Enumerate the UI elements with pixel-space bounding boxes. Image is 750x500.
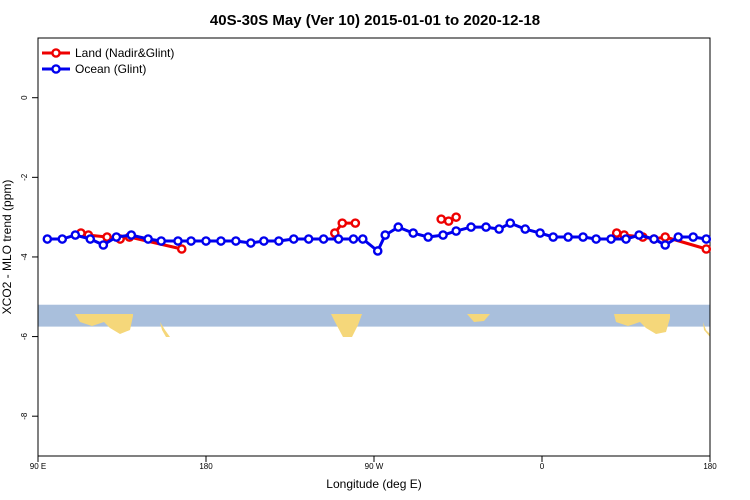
map-land-shape xyxy=(331,314,362,337)
data-point xyxy=(660,232,671,242)
data-point xyxy=(350,218,361,228)
legend: Land (Nadir&Glint) Ocean (Glint) xyxy=(42,46,174,76)
data-point xyxy=(688,232,699,242)
data-point xyxy=(318,234,329,244)
data-point xyxy=(634,230,644,240)
legend-marker xyxy=(51,64,61,74)
map-land-shape xyxy=(703,322,710,337)
data-point xyxy=(70,230,81,240)
data-point xyxy=(481,222,491,232)
data-point xyxy=(436,214,447,224)
data-point xyxy=(535,228,545,238)
data-point xyxy=(520,224,531,234)
y-axis: 0 -2 -4 -6 -8 xyxy=(20,95,38,420)
y-tick-label: -8 xyxy=(20,412,29,420)
data-point xyxy=(201,236,211,246)
data-point xyxy=(273,236,284,246)
data-point xyxy=(102,232,112,242)
map-land-shape xyxy=(75,314,133,334)
data-point xyxy=(372,246,383,256)
data-point xyxy=(85,234,96,244)
data-point xyxy=(563,232,573,242)
legend-label: Land (Nadir&Glint) xyxy=(75,46,174,60)
y-tick-label: -4 xyxy=(20,253,29,261)
x-axis: 90 E 180 90 W 0 180 xyxy=(30,456,717,471)
data-point xyxy=(393,222,404,232)
y-axis-label: XCO2 - MLO trend (ppm) xyxy=(0,180,14,315)
chart-title: 40S-30S May (Ver 10) 2015-01-01 to 2020-… xyxy=(210,12,540,29)
data-point xyxy=(494,224,504,234)
map-band-ocean xyxy=(38,304,710,327)
series-1 xyxy=(42,218,712,256)
data-point xyxy=(408,228,419,238)
legend-marker xyxy=(51,48,61,58)
y-tick-label: -6 xyxy=(20,332,29,340)
data-point xyxy=(303,234,314,244)
data-point xyxy=(423,232,433,242)
data-point xyxy=(231,236,241,246)
x-tick-label: 180 xyxy=(703,462,717,471)
data-point xyxy=(660,240,671,250)
data-point xyxy=(176,244,187,254)
data-point xyxy=(348,234,359,244)
data-point xyxy=(143,234,153,244)
data-point xyxy=(216,236,226,246)
map-land-shape xyxy=(160,322,170,337)
y-tick-label: -2 xyxy=(20,173,29,181)
data-point xyxy=(451,212,461,222)
data-point xyxy=(606,234,616,244)
data-point xyxy=(438,230,448,240)
data-point xyxy=(621,234,631,244)
x-tick-label: 0 xyxy=(540,462,545,471)
data-point xyxy=(288,234,299,244)
data-point xyxy=(451,226,461,236)
x-tick-label: 180 xyxy=(199,462,213,471)
data-point xyxy=(701,234,712,244)
data-point xyxy=(443,216,454,226)
data-point xyxy=(42,234,53,244)
data-point xyxy=(505,218,516,228)
x-tick-label: 90 W xyxy=(365,462,384,471)
data-point xyxy=(186,236,196,246)
data-point xyxy=(173,236,183,246)
series-0 xyxy=(76,212,712,254)
data-point xyxy=(111,232,122,242)
data-point xyxy=(701,244,712,254)
data-point xyxy=(259,236,269,246)
data-point xyxy=(357,234,368,244)
data-point xyxy=(591,234,601,244)
data-point xyxy=(245,238,256,248)
data-point xyxy=(337,218,348,228)
map-band xyxy=(38,304,710,337)
x-axis-label: Longitude (deg E) xyxy=(326,477,421,491)
legend-label: Ocean (Glint) xyxy=(75,62,146,76)
series-layer xyxy=(42,212,712,256)
data-point xyxy=(466,222,476,232)
data-point xyxy=(548,232,559,242)
data-point xyxy=(673,232,684,242)
data-point xyxy=(578,232,588,242)
x-tick-label: 90 E xyxy=(30,462,46,471)
data-point xyxy=(649,234,659,244)
data-point xyxy=(333,234,344,244)
data-point xyxy=(57,234,68,244)
map-land-shape xyxy=(614,314,670,334)
y-tick-label: 0 xyxy=(20,95,29,100)
data-point xyxy=(156,236,166,246)
data-point xyxy=(380,230,391,240)
map-land-shape xyxy=(467,314,490,322)
data-point xyxy=(126,230,137,240)
data-point xyxy=(98,240,109,250)
